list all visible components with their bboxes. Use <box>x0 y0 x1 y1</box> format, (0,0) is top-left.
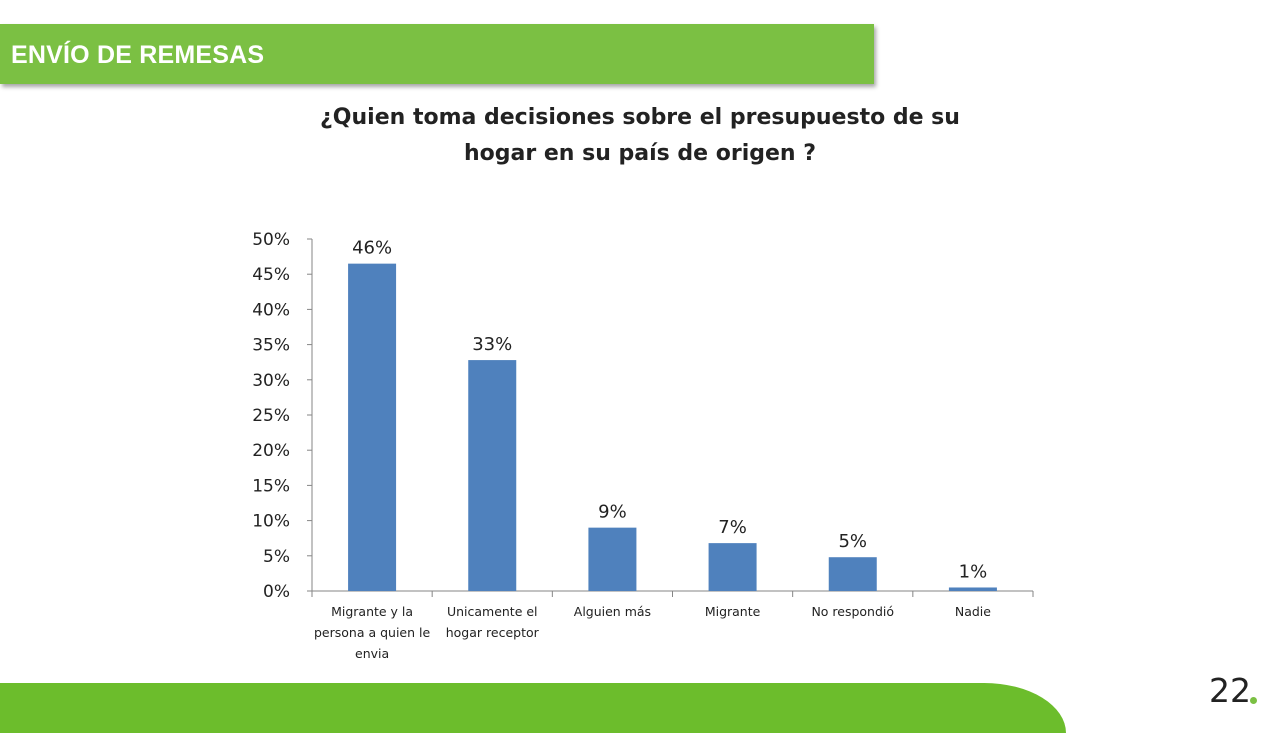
bar <box>828 557 877 591</box>
y-tick-label: 10% <box>252 512 290 532</box>
y-tick-label: 35% <box>252 336 290 356</box>
y-tick-label: 25% <box>252 406 290 426</box>
y-tick-label: 5% <box>263 547 290 567</box>
bar <box>468 360 517 591</box>
bar-data-label: 5% <box>838 531 867 552</box>
bar <box>348 263 397 591</box>
bar <box>708 543 757 591</box>
x-category-label: Migrante <box>705 604 761 619</box>
chart-bars <box>348 263 997 591</box>
bar-data-label: 9% <box>598 502 627 523</box>
x-category-label: Nadie <box>955 604 991 619</box>
y-tick-label: 30% <box>252 371 290 391</box>
bar <box>948 587 997 591</box>
x-category-label: Alguien más <box>574 604 651 619</box>
y-tick-label: 0% <box>263 582 290 602</box>
y-tick-label: 50% <box>252 230 290 250</box>
y-axis-ticks: 0% 5% 10% 15% 20% 25% 30% 35% 40% 45% 50% <box>252 230 312 602</box>
y-tick-label: 20% <box>252 441 290 461</box>
y-tick-label: 45% <box>252 265 290 285</box>
y-tick-label: 40% <box>252 300 290 320</box>
page-number: 22 <box>1209 671 1251 710</box>
footer-band <box>0 683 1066 733</box>
bar <box>588 527 637 591</box>
bar-data-labels: 46% 33% 9% 7% 5% 1% <box>352 238 987 583</box>
x-category-label: Migrante y la persona a quien le envia <box>314 604 431 661</box>
chart-axes <box>311 239 1033 592</box>
chart-title: ¿Quien toma decisiones sobre el presupue… <box>320 105 960 166</box>
bar-data-label: 46% <box>352 238 392 259</box>
section-title: ENVÍO DE REMESAS <box>11 41 265 69</box>
page-number-dot <box>1250 697 1257 704</box>
header-band: ENVÍO DE REMESAS <box>0 24 874 84</box>
x-axis-categories: Migrante y la persona a quien le envia Unic… <box>311 591 1034 661</box>
x-category-label: Unicamente el hogar receptor <box>446 604 540 640</box>
bar-data-label: 1% <box>959 561 988 582</box>
bar-data-label: 7% <box>718 517 747 538</box>
y-tick-label: 15% <box>252 476 290 496</box>
bar-data-label: 33% <box>472 334 512 355</box>
x-category-label: No respondió <box>811 604 894 619</box>
